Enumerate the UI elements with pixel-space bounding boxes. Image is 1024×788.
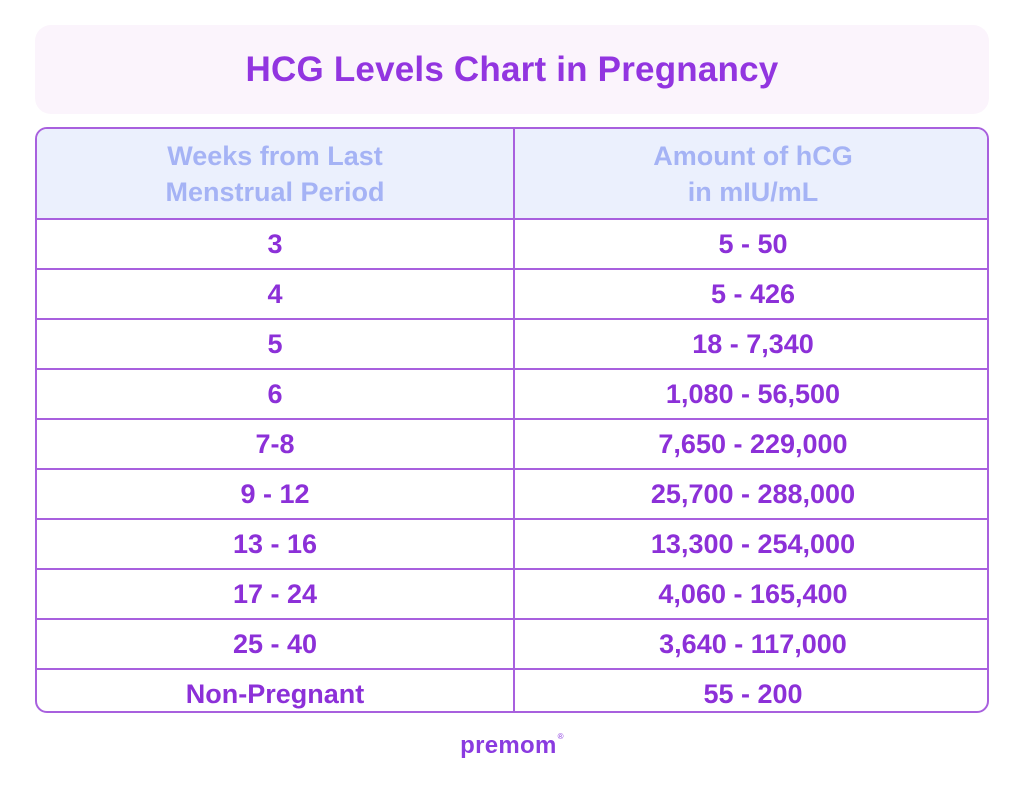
hcg-cell: 7,650 - 229,000 [513, 418, 987, 469]
table-row: 9 - 12 25,700 - 288,000 [37, 468, 987, 519]
header-hcg-amount: Amount of hCG in mIU/mL [513, 129, 987, 220]
hcg-cell: 13,300 - 254,000 [513, 518, 987, 569]
hcg-cell: 55 - 200 [513, 668, 987, 711]
weeks-cell: 4 [37, 268, 514, 319]
hcg-table: Weeks from Last Menstrual Period Amount … [37, 129, 987, 711]
weeks-cell: 3 [267, 228, 283, 259]
hcg-cell: 18 - 7,340 [513, 318, 987, 369]
hcg-cell: 3,640 - 117,000 [513, 618, 987, 669]
hcg-cell: 5 - 426 [513, 268, 987, 319]
table-row: 5 18 - 7,340 [37, 318, 987, 369]
weeks-cell: 6 [37, 368, 514, 419]
weeks-cell: Non-Pregnant [37, 668, 514, 711]
title-banner: HCG Levels Chart in Pregnancy [35, 25, 989, 114]
header-hcg-line: Amount of hCG [653, 140, 853, 171]
table-row: 3 5 - 50 [37, 219, 987, 269]
table-row: 25 - 40 3,640 - 117,000 [37, 618, 987, 669]
hcg-cell: 25,700 - 288,000 [513, 468, 987, 519]
hcg-levels-table: Weeks from Last Menstrual Period Amount … [35, 127, 989, 713]
hcg-cell: 1,080 - 56,500 [513, 368, 987, 419]
page-title: HCG Levels Chart in Pregnancy [245, 49, 779, 89]
weeks-cell: 9 - 12 [37, 468, 514, 519]
hcg-cell: 4,060 - 165,400 [513, 568, 987, 619]
hcg-cell: 5 - 50 [513, 219, 987, 269]
weeks-cell: 5 [37, 318, 514, 369]
weeks-cell: 13 - 16 [37, 518, 514, 569]
table-header-row: Weeks from Last Menstrual Period Amount … [37, 129, 987, 220]
weeks-cell: 17 - 24 [37, 568, 514, 619]
table-row: 13 - 16 13,300 - 254,000 [37, 518, 987, 569]
weeks-cell: 25 - 40 [37, 618, 514, 669]
table-row: 17 - 24 4,060 - 165,400 [37, 568, 987, 619]
table-row: 7-8 7,650 - 229,000 [37, 418, 987, 469]
premom-logo: premom® [0, 732, 1024, 760]
header-weeks-line: Weeks from Last [167, 140, 383, 171]
header-weeks-line: Menstrual Period [165, 176, 385, 207]
registered-mark: ® [557, 732, 564, 741]
logo-text: premom [460, 732, 557, 759]
weeks-cell: 7-8 [37, 418, 514, 469]
table-row: Non-Pregnant 55 - 200 [37, 668, 987, 711]
table-row: 4 5 - 426 [37, 268, 987, 319]
table-row: 6 1,080 - 56,500 [37, 368, 987, 419]
header-hcg-line: in mIU/mL [687, 176, 819, 207]
header-weeks: Weeks from Last Menstrual Period [37, 129, 514, 220]
